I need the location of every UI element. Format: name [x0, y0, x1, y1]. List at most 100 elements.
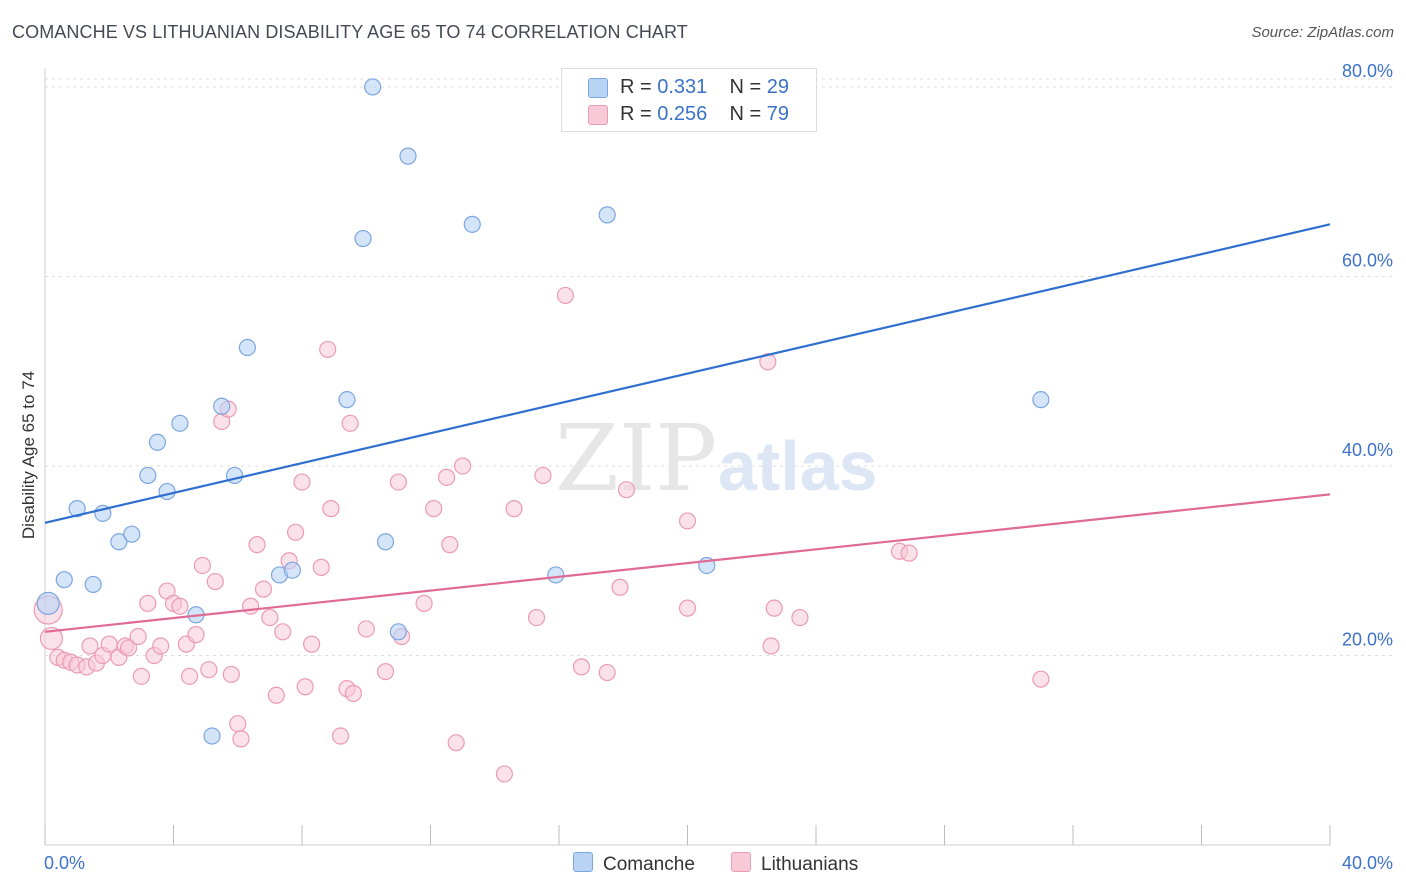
point-lithuanians — [611, 578, 629, 596]
point-lithuanians — [171, 597, 189, 615]
point-comanche — [110, 533, 128, 551]
point-lithuanians — [222, 665, 240, 684]
bottom-legend-swatch-lithuanians — [731, 852, 751, 872]
bottom-legend-swatch-comanche — [573, 852, 593, 872]
point-lithuanians — [267, 686, 285, 704]
series-comanche-points — [36, 78, 1050, 745]
point-lithuanians — [437, 468, 456, 486]
point-lithuanians — [765, 599, 783, 617]
point-lithuanians — [454, 457, 472, 475]
point-lithuanians — [322, 500, 340, 518]
point-lithuanians — [180, 667, 199, 685]
point-comanche — [338, 391, 356, 409]
point-lithuanians — [193, 556, 212, 575]
point-lithuanians — [206, 572, 224, 591]
x-tick-label: 40.0% — [1342, 853, 1393, 873]
point-comanche — [139, 466, 157, 485]
point-lithuanians — [152, 637, 170, 655]
point-lithuanians — [331, 727, 350, 745]
point-comanche — [399, 147, 417, 165]
point-lithuanians — [678, 512, 697, 530]
y-tick-label: 20.0% — [1342, 629, 1393, 649]
point-lithuanians — [357, 620, 375, 638]
point-lithuanians — [762, 637, 780, 655]
legend-n-label: N = — [729, 76, 767, 98]
y-axis-label: Disability Age 65 to 74 — [19, 371, 38, 539]
point-lithuanians — [187, 626, 205, 644]
point-comanche — [547, 566, 565, 584]
point-lithuanians — [344, 684, 362, 702]
point-comanche — [158, 482, 176, 501]
point-lithuanians — [303, 635, 321, 653]
legend-n-value: 79 — [766, 103, 790, 125]
point-lithuanians — [415, 594, 433, 612]
point-lithuanians — [1032, 670, 1050, 688]
point-lithuanians — [598, 663, 616, 682]
legend-r-label: R = — [620, 103, 658, 125]
point-comanche — [171, 414, 189, 432]
point-lithuanians — [129, 627, 147, 646]
point-lithuanians — [759, 353, 777, 371]
point-lithuanians — [132, 667, 150, 685]
point-comanche — [238, 338, 256, 357]
point-lithuanians — [617, 481, 636, 499]
point-lithuanians — [341, 414, 359, 432]
source-label: Source: ZipAtlas.com — [1251, 24, 1394, 41]
point-lithuanians — [293, 473, 311, 491]
point-comanche — [354, 229, 372, 248]
point-comanche — [376, 533, 395, 551]
watermark-atlas: atlas — [718, 427, 878, 505]
point-lithuanians — [495, 765, 513, 783]
legend-r-value: 0.331 — [657, 76, 708, 98]
point-lithuanians — [119, 639, 138, 657]
point-lithuanians — [447, 734, 465, 752]
bottom-legend-comanche: Comanche — [573, 852, 695, 876]
chart-title: COMANCHE VS LITHUANIAN DISABILITY AGE 65… — [12, 22, 688, 42]
point-lithuanians — [505, 500, 523, 518]
trend-lines — [44, 223, 1331, 633]
point-lithuanians — [286, 523, 305, 541]
legend-n-value: 29 — [766, 76, 790, 98]
point-comanche — [463, 215, 481, 233]
point-lithuanians — [81, 637, 99, 655]
point-lithuanians — [274, 623, 292, 641]
y-tick-label: 60.0% — [1342, 250, 1393, 270]
bottom-legend-label-comanche: Comanche — [603, 854, 695, 875]
y-tick-label: 80.0% — [1342, 61, 1393, 81]
point-lithuanians — [376, 662, 395, 681]
point-lithuanians — [389, 473, 407, 491]
point-lithuanians — [425, 500, 443, 518]
legend-r-value: 0.256 — [657, 103, 708, 125]
point-comanche — [213, 397, 231, 415]
trend-line-lithuanians — [44, 493, 1331, 633]
point-comanche — [55, 571, 73, 589]
point-lithuanians — [527, 608, 546, 627]
legend-swatch-lithuanians — [588, 105, 608, 125]
bottom-legend-label-lithuanians: Lithuanians — [761, 854, 859, 875]
point-comanche — [598, 206, 616, 224]
point-lithuanians — [100, 635, 118, 653]
axes — [44, 68, 1331, 846]
point-comanche — [1032, 391, 1050, 409]
point-lithuanians — [254, 580, 273, 598]
point-lithuanians — [39, 626, 64, 651]
bottom-legend-lithuanians: Lithuanians — [731, 852, 858, 876]
tick-labels: 20.0% 40.0% 60.0% 80.0% 0.0% 40.0% — [44, 61, 1393, 873]
y-tick-label: 40.0% — [1342, 440, 1393, 460]
point-lithuanians — [296, 678, 314, 696]
legend-r-label: R = — [620, 76, 658, 98]
point-lithuanians — [312, 558, 330, 576]
point-lithuanians — [229, 715, 247, 733]
point-comanche — [203, 727, 221, 745]
point-lithuanians — [534, 466, 552, 485]
point-lithuanians — [791, 608, 809, 627]
trend-line-comanche — [44, 223, 1331, 524]
point-lithuanians — [232, 730, 250, 748]
point-lithuanians — [248, 536, 266, 554]
point-lithuanians — [678, 599, 697, 617]
point-comanche — [364, 78, 382, 96]
point-comanche — [84, 575, 102, 594]
point-lithuanians — [139, 594, 157, 612]
point-lithuanians — [319, 340, 337, 359]
point-comanche — [68, 500, 86, 518]
